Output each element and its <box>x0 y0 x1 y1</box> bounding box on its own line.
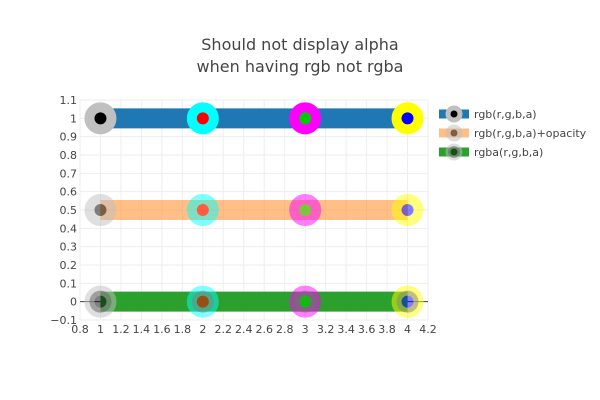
data-point-marker <box>391 285 424 318</box>
y-tick-label: 0.4 <box>60 222 78 235</box>
x-tick-label: 2.6 <box>255 323 273 336</box>
data-point-marker <box>289 102 322 135</box>
y-tick-label: 0.5 <box>60 204 78 217</box>
y-tick-label: 0.1 <box>60 277 78 290</box>
x-tick-label: 2.8 <box>276 323 294 336</box>
legend-label: rgba(r,g,b,a) <box>474 146 543 159</box>
y-tick-label: 0.2 <box>60 259 78 272</box>
x-tick-label: 2.2 <box>215 323 233 336</box>
y-tick-label: 0 <box>70 296 77 309</box>
x-tick-label: 1.2 <box>112 323 130 336</box>
data-point-marker <box>289 194 322 226</box>
data-point <box>186 102 219 135</box>
x-tick-label: 4 <box>404 323 411 336</box>
x-tick-label: 3.4 <box>337 323 355 336</box>
data-point-marker <box>84 194 117 226</box>
y-tick-label: 0.6 <box>60 186 78 199</box>
data-point <box>289 194 322 226</box>
legend-marker <box>445 105 463 123</box>
x-tick-label: 3 <box>302 323 309 336</box>
data-point-marker <box>84 102 117 135</box>
legend-label: rgb(r,g,b,a) <box>474 108 537 121</box>
y-tick-label: 0.9 <box>60 131 78 144</box>
data-point-marker <box>391 194 424 226</box>
data-point <box>391 194 424 226</box>
series-1 <box>84 194 424 226</box>
x-tick-label: 2 <box>199 323 206 336</box>
y-tick-label: 0.7 <box>60 167 78 180</box>
x-tick-label: 1 <box>97 323 104 336</box>
data-point-marker <box>186 194 219 226</box>
y-tick-label: 0.8 <box>60 149 78 162</box>
legend-label: rgb(r,g,b,a)+opacity <box>474 127 587 140</box>
data-point <box>186 285 219 318</box>
data-point-marker <box>289 285 322 318</box>
data-point <box>84 285 117 318</box>
legend-marker <box>445 124 463 142</box>
y-tick-label: 1.1 <box>60 94 78 107</box>
series-0 <box>84 102 424 135</box>
chart-title-line-2: when having rgb not rgba <box>196 57 404 76</box>
x-tick-label: 3.8 <box>378 323 396 336</box>
data-point <box>84 194 117 226</box>
data-point-marker <box>186 102 219 135</box>
y-tick-label: −0.1 <box>50 314 77 327</box>
x-tick-label: 1.4 <box>133 323 151 336</box>
y-tick-label: 1 <box>70 112 77 125</box>
data-point-marker <box>84 285 117 318</box>
x-tick-label: 0.8 <box>71 323 89 336</box>
legend-item[interactable]: rgb(r,g,b,a) <box>439 105 537 123</box>
data-point <box>289 285 322 318</box>
data-point-marker <box>391 102 424 135</box>
data-point <box>289 102 322 135</box>
legend-item[interactable]: rgb(r,g,b,a)+opacity <box>439 124 587 142</box>
data-point <box>391 285 424 318</box>
data-point <box>391 102 424 135</box>
data-point <box>84 102 117 135</box>
x-tick-label: 1.6 <box>153 323 171 336</box>
chart-title-line-1: Should not display alpha <box>201 35 399 54</box>
legend-marker <box>445 143 463 161</box>
y-tick-label: 0.3 <box>60 241 78 254</box>
legend-marker-swatch <box>445 124 463 142</box>
legend-item[interactable]: rgba(r,g,b,a) <box>439 143 543 161</box>
legend: rgb(r,g,b,a) rgb(r,g,b,a)+opacity rgba(r,g… <box>439 105 587 161</box>
x-tick-label: 3.6 <box>358 323 376 336</box>
x-tick-label: 3.2 <box>317 323 335 336</box>
x-tick-label: 4.2 <box>419 323 437 336</box>
x-tick-label: 1.8 <box>174 323 192 336</box>
legend-marker-swatch <box>445 143 463 161</box>
x-tick-label: 2.4 <box>235 323 253 336</box>
data-point-marker <box>186 285 219 318</box>
legend-marker-swatch <box>445 105 463 123</box>
data-point <box>186 194 219 226</box>
series-2 <box>84 285 424 318</box>
